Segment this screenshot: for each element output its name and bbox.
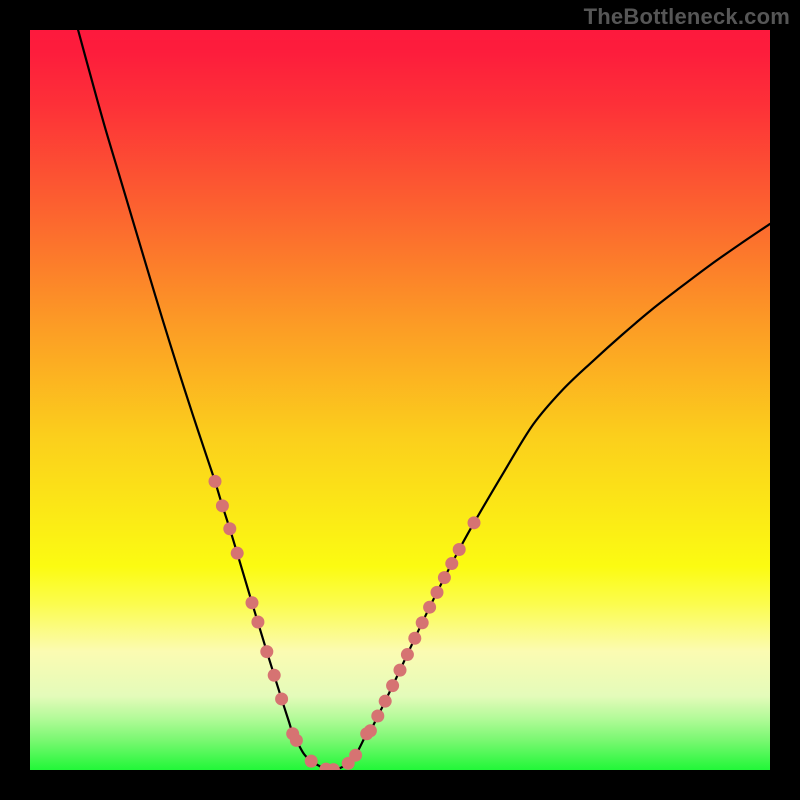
data-marker: [379, 695, 392, 708]
data-marker: [209, 475, 222, 488]
data-marker: [223, 522, 236, 535]
data-marker: [468, 516, 481, 529]
data-marker: [394, 664, 407, 677]
gradient-background: [30, 30, 770, 770]
data-marker: [371, 709, 384, 722]
data-marker: [408, 632, 421, 645]
data-marker: [401, 648, 414, 661]
data-marker: [349, 749, 362, 762]
data-marker: [246, 596, 259, 609]
data-marker: [231, 547, 244, 560]
data-marker: [438, 571, 451, 584]
data-marker: [416, 616, 429, 629]
data-marker: [431, 586, 444, 599]
plot-area: [30, 30, 770, 770]
data-marker: [216, 499, 229, 512]
data-marker: [260, 645, 273, 658]
data-marker: [290, 734, 303, 747]
outer-frame: TheBottleneck.com: [0, 0, 800, 800]
data-marker: [305, 755, 318, 768]
data-marker: [364, 724, 377, 737]
data-marker: [445, 557, 458, 570]
data-marker: [423, 601, 436, 614]
watermark-text: TheBottleneck.com: [584, 4, 790, 30]
data-marker: [386, 679, 399, 692]
data-marker: [268, 669, 281, 682]
data-marker: [251, 616, 264, 629]
data-marker: [453, 543, 466, 556]
data-marker: [275, 692, 288, 705]
chart-svg: [30, 30, 770, 770]
